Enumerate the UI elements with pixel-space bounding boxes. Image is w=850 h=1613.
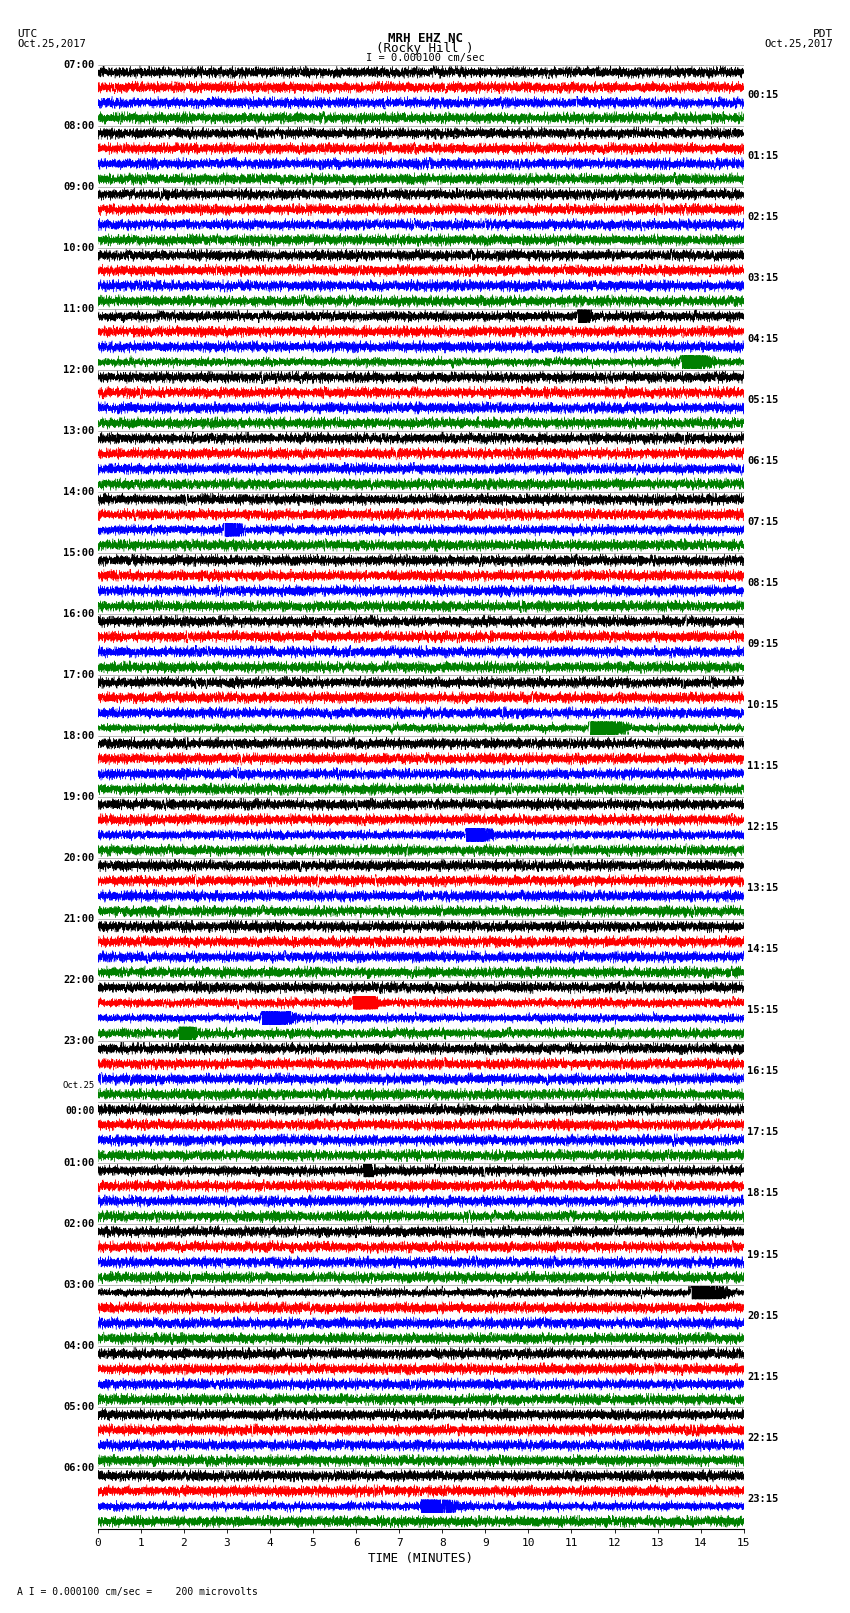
Text: 23:00: 23:00: [63, 1036, 94, 1045]
Text: 15:15: 15:15: [747, 1005, 779, 1016]
Text: Oct.25,2017: Oct.25,2017: [764, 39, 833, 48]
Text: (Rocky Hill ): (Rocky Hill ): [377, 42, 473, 55]
Text: 23:15: 23:15: [747, 1494, 779, 1503]
Text: 03:00: 03:00: [63, 1281, 94, 1290]
Text: 21:15: 21:15: [747, 1371, 779, 1382]
Text: 15:00: 15:00: [63, 548, 94, 558]
Text: 00:15: 00:15: [747, 90, 779, 100]
Text: PDT: PDT: [813, 29, 833, 39]
Text: 05:15: 05:15: [747, 395, 779, 405]
Text: 01:00: 01:00: [63, 1158, 94, 1168]
Text: 13:15: 13:15: [747, 884, 779, 894]
Text: 11:15: 11:15: [747, 761, 779, 771]
Text: 02:15: 02:15: [747, 211, 779, 223]
Text: 17:15: 17:15: [747, 1127, 779, 1137]
Text: 13:00: 13:00: [63, 426, 94, 436]
Text: 16:15: 16:15: [747, 1066, 779, 1076]
Text: 19:15: 19:15: [747, 1250, 779, 1260]
Text: Oct.25,2017: Oct.25,2017: [17, 39, 86, 48]
Text: 01:15: 01:15: [747, 152, 779, 161]
Text: 09:15: 09:15: [747, 639, 779, 650]
Text: 05:00: 05:00: [63, 1402, 94, 1411]
Text: Oct.25: Oct.25: [62, 1081, 94, 1090]
Text: 18:15: 18:15: [747, 1189, 779, 1198]
Text: 10:15: 10:15: [747, 700, 779, 710]
Text: 22:00: 22:00: [63, 974, 94, 986]
Text: 06:15: 06:15: [747, 456, 779, 466]
Text: 10:00: 10:00: [63, 242, 94, 253]
Text: 08:00: 08:00: [63, 121, 94, 131]
Text: 22:15: 22:15: [747, 1432, 779, 1442]
Text: 02:00: 02:00: [63, 1219, 94, 1229]
Text: 14:00: 14:00: [63, 487, 94, 497]
Text: 04:15: 04:15: [747, 334, 779, 344]
Text: 03:15: 03:15: [747, 273, 779, 284]
Text: 07:00: 07:00: [63, 60, 94, 69]
Text: UTC: UTC: [17, 29, 37, 39]
X-axis label: TIME (MINUTES): TIME (MINUTES): [368, 1552, 473, 1565]
Text: MRH EHZ NC: MRH EHZ NC: [388, 32, 462, 45]
Text: 12:00: 12:00: [63, 365, 94, 374]
Text: 04:00: 04:00: [63, 1340, 94, 1352]
Text: 06:00: 06:00: [63, 1463, 94, 1473]
Text: A I = 0.000100 cm/sec =    200 microvolts: A I = 0.000100 cm/sec = 200 microvolts: [17, 1587, 258, 1597]
Text: I = 0.000100 cm/sec: I = 0.000100 cm/sec: [366, 53, 484, 63]
Text: 21:00: 21:00: [63, 915, 94, 924]
Text: 14:15: 14:15: [747, 944, 779, 955]
Text: 00:00: 00:00: [65, 1107, 94, 1116]
Text: 19:00: 19:00: [63, 792, 94, 802]
Text: 12:15: 12:15: [747, 823, 779, 832]
Text: 17:00: 17:00: [63, 669, 94, 679]
Text: 20:15: 20:15: [747, 1310, 779, 1321]
Text: 09:00: 09:00: [63, 182, 94, 192]
Text: 08:15: 08:15: [747, 577, 779, 589]
Text: 18:00: 18:00: [63, 731, 94, 740]
Text: 20:00: 20:00: [63, 853, 94, 863]
Text: 11:00: 11:00: [63, 303, 94, 313]
Text: 07:15: 07:15: [747, 518, 779, 527]
Text: 16:00: 16:00: [63, 608, 94, 619]
